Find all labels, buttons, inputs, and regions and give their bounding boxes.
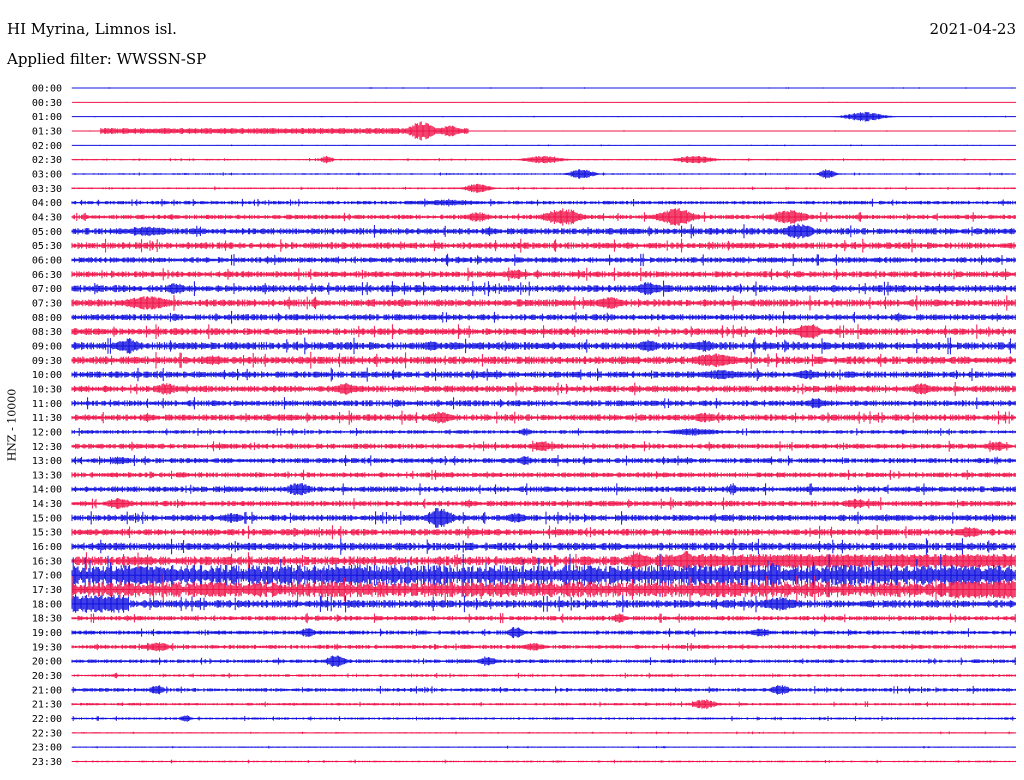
time-tick-label: 02:00 — [32, 141, 62, 152]
time-tick-label: 12:30 — [32, 442, 62, 453]
time-tick-label: 22:30 — [32, 728, 62, 739]
station-title: HI Myrina, Limnos isl. — [7, 20, 177, 38]
time-tick-label: 22:00 — [32, 714, 62, 725]
time-tick-label: 06:30 — [32, 270, 62, 281]
time-tick-label: 16:00 — [32, 542, 62, 553]
time-tick-label: 08:00 — [32, 313, 62, 324]
time-tick-label: 12:00 — [32, 427, 62, 438]
time-tick-label: 00:00 — [32, 84, 62, 95]
time-tick-label: 04:00 — [32, 198, 62, 209]
time-tick-label: 06:00 — [32, 255, 62, 266]
time-tick-label: 08:30 — [32, 327, 62, 338]
time-tick-label: 03:00 — [32, 169, 62, 180]
time-tick-label: 23:00 — [32, 743, 62, 754]
time-tick-label: 00:30 — [32, 98, 62, 109]
time-tick-label: 23:30 — [32, 757, 62, 768]
time-tick-label: 10:00 — [32, 370, 62, 381]
time-tick-label: 18:30 — [32, 614, 62, 625]
time-tick-label: 20:00 — [32, 657, 62, 668]
time-tick-label: 16:30 — [32, 556, 62, 567]
tick-label-group: 00:00 00:30 01:00 01:30 02:00 02:30 03:00 03:30… — [32, 84, 62, 769]
time-tick-label: 01:00 — [32, 112, 62, 123]
time-tick-label: 01:30 — [32, 126, 62, 137]
time-tick-label: 14:30 — [32, 499, 62, 510]
time-tick-label: 13:00 — [32, 456, 62, 467]
date-label: 2021-04-23 — [929, 20, 1016, 38]
time-tick-label: 04:30 — [32, 212, 62, 223]
time-tick-label: 07:30 — [32, 298, 62, 309]
time-tick-label: 18:00 — [32, 599, 62, 610]
time-tick-label: 03:30 — [32, 184, 62, 195]
time-tick-label: 21:00 — [32, 685, 62, 696]
time-tick-label: 20:30 — [32, 671, 62, 682]
time-tick-label: 11:00 — [32, 399, 62, 410]
time-tick-label: 02:30 — [32, 155, 62, 166]
time-tick-label: 11:30 — [32, 413, 62, 424]
time-tick-label: 05:30 — [32, 241, 62, 252]
time-tick-label: 19:00 — [32, 628, 62, 639]
time-tick-label: 13:30 — [32, 470, 62, 481]
time-tick-label: 17:30 — [32, 585, 62, 596]
time-tick-label: 09:00 — [32, 341, 62, 352]
filter-label: Applied filter: WWSSN-SP — [7, 50, 207, 68]
time-tick-label: 15:00 — [32, 513, 62, 524]
time-tick-label: 19:30 — [32, 642, 62, 653]
time-tick-label: 15:30 — [32, 528, 62, 539]
time-tick-label: 14:00 — [32, 485, 62, 496]
time-tick-label: 17:00 — [32, 571, 62, 582]
time-tick-label: 05:00 — [32, 227, 62, 238]
trace-group — [71, 87, 1016, 764]
time-tick-label: 07:00 — [32, 284, 62, 295]
time-tick-label: 10:30 — [32, 384, 62, 395]
time-tick-label: 09:30 — [32, 356, 62, 367]
time-tick-label: 21:30 — [32, 700, 62, 711]
